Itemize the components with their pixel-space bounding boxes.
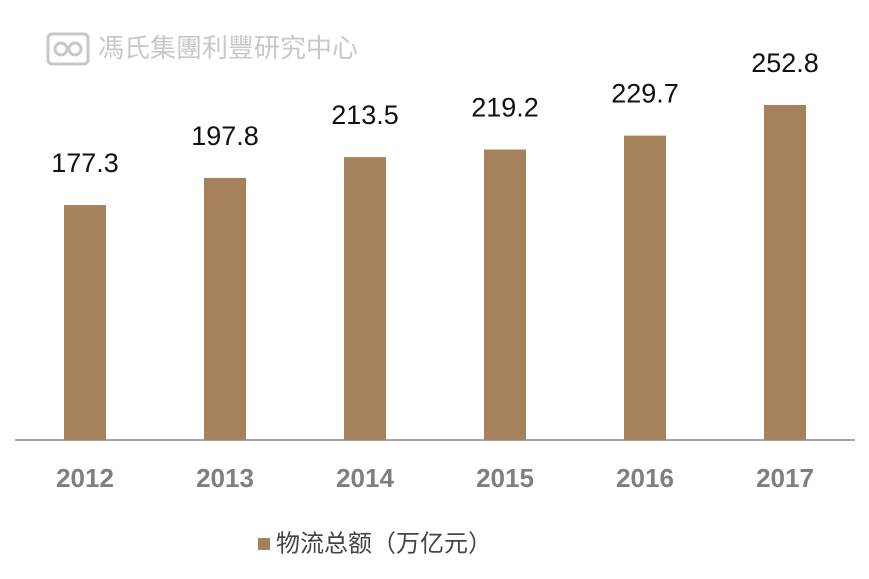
- x-tick-label: 2017: [756, 463, 814, 493]
- x-tick-label: 2014: [336, 463, 394, 493]
- value-label: 197.8: [191, 121, 259, 151]
- value-label: 177.3: [51, 148, 119, 178]
- bar: [344, 157, 386, 440]
- value-label: 252.8: [751, 48, 819, 78]
- watermark-logo: [46, 32, 90, 66]
- bar: [204, 177, 246, 440]
- bar: [484, 149, 526, 440]
- value-label: 213.5: [331, 100, 399, 130]
- bar: [64, 205, 106, 440]
- value-label: 219.2: [471, 93, 539, 123]
- legend-swatch: [258, 538, 270, 550]
- watermark: 馮氏集團利豐研究中心: [98, 33, 358, 63]
- x-tick-label: 2012: [56, 463, 114, 493]
- legend-label: 物流总额（万亿元）: [276, 530, 492, 557]
- bar: [624, 135, 666, 441]
- bar: [764, 105, 806, 440]
- value-label: 229.7: [611, 79, 679, 109]
- x-tick-label: 2015: [476, 463, 534, 493]
- x-tick-label: 2016: [616, 463, 674, 493]
- x-tick-label: 2013: [196, 463, 254, 493]
